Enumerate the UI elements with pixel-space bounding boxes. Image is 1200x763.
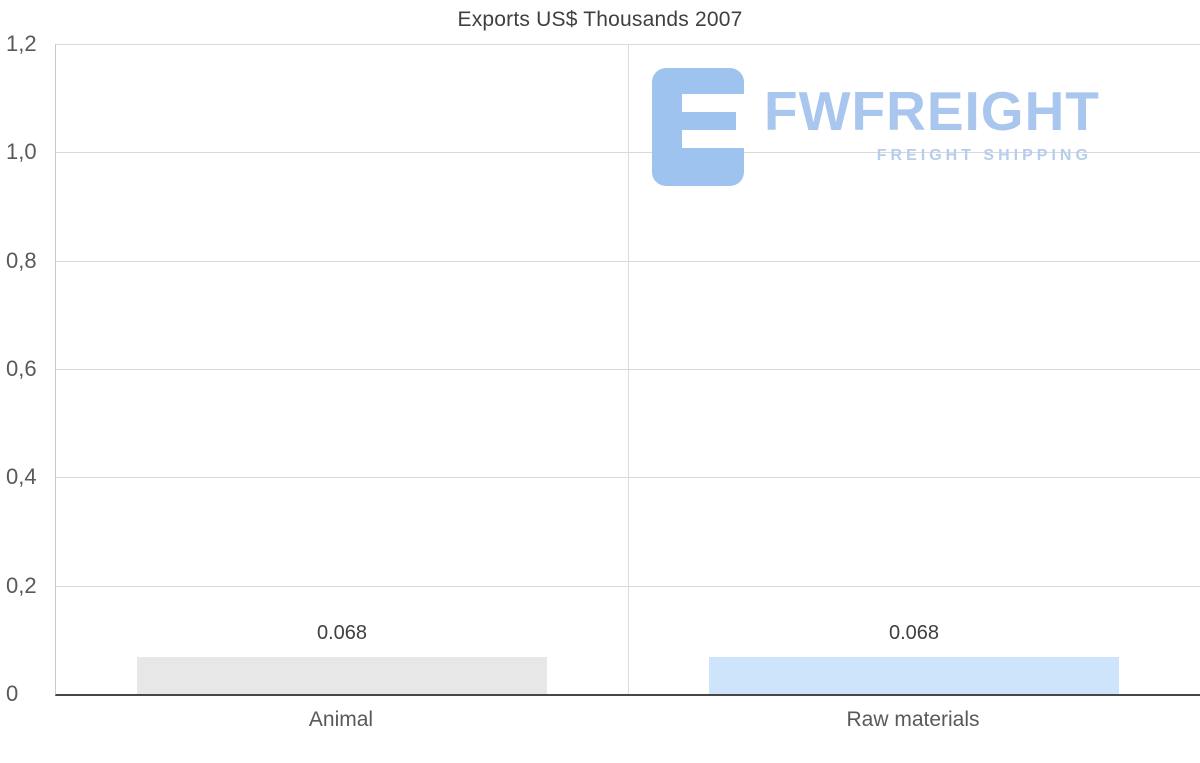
x-category-label: Raw materials	[846, 708, 980, 731]
gridline-vertical	[628, 44, 629, 694]
logo-text: FWFREIGHT	[764, 80, 1100, 142]
freight-logo-icon	[652, 68, 744, 186]
bar-animal	[136, 657, 548, 694]
y-tick-label: 0	[6, 681, 19, 706]
y-tick-label: 1,0	[6, 139, 37, 165]
logo-textblock: FWFREIGHT FREIGHT SHIPPING	[764, 68, 1100, 165]
logo-subtitle: FREIGHT SHIPPING	[876, 147, 1092, 164]
bar-raw-materials	[708, 657, 1120, 694]
x-category-label: Animal	[308, 708, 374, 731]
y-tick-label: 0,6	[6, 356, 37, 381]
chart-title: Exports US$ Thousands 2007	[457, 8, 743, 31]
logo: FWFREIGHT FREIGHT SHIPPING	[652, 68, 1100, 186]
y-tick-label: 0,4	[6, 464, 37, 490]
y-tick-label: 0,8	[6, 247, 37, 273]
plot-area: 0.068 0.068	[55, 44, 1200, 696]
y-tick-label: 1,2	[6, 31, 37, 56]
value-label: 0.068	[888, 622, 940, 645]
value-label: 0.068	[316, 622, 368, 645]
y-tick-label: 0,2	[6, 572, 37, 598]
